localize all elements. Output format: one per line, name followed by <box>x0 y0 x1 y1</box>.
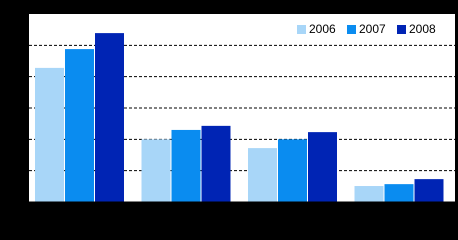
legend-label: 2006 <box>309 22 336 36</box>
bar <box>141 139 171 202</box>
bar <box>354 186 384 202</box>
legend-label: 2007 <box>359 22 386 36</box>
bar <box>248 148 277 202</box>
bar <box>171 129 201 202</box>
legend-swatch <box>347 25 356 34</box>
bar <box>201 125 231 202</box>
bar <box>278 139 307 202</box>
legend-swatch <box>397 25 406 34</box>
bar <box>35 67 64 202</box>
bar <box>414 179 444 202</box>
bar <box>308 132 337 202</box>
bar <box>384 184 414 202</box>
bar <box>95 33 124 202</box>
bar <box>65 49 94 202</box>
legend-swatch <box>297 25 306 34</box>
legend-label: 2008 <box>409 22 436 36</box>
